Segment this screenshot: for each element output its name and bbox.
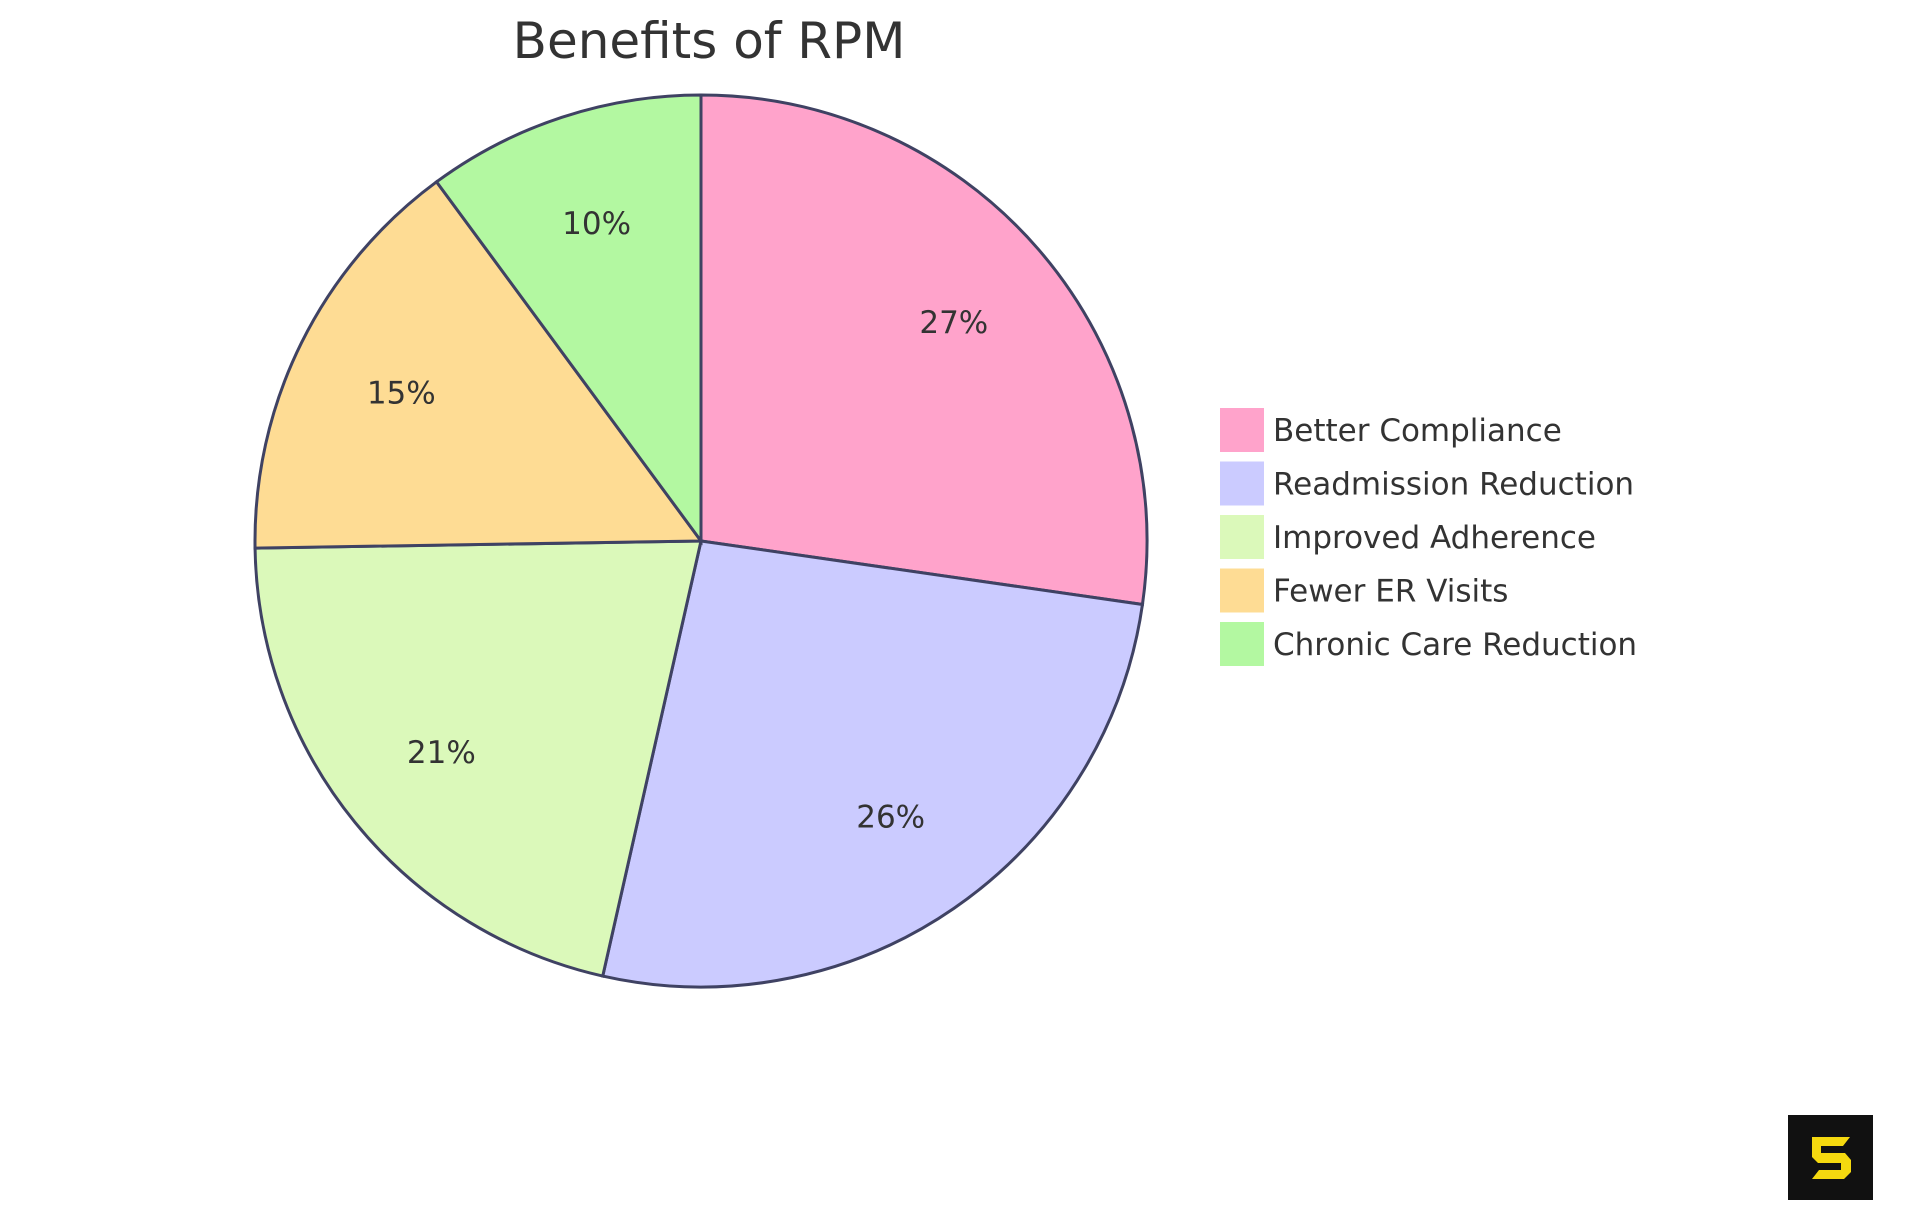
- slice-percent-label: 15%: [367, 375, 436, 411]
- legend: Better Compliance Readmission Reduction Im…: [1218, 406, 1637, 668]
- legend-label: Readmission Reduction: [1273, 467, 1634, 503]
- legend-swatch: [1218, 620, 1266, 668]
- pie-slice-better-compliance: [699, 93, 1149, 607]
- slice-percent-label: 27%: [919, 305, 988, 341]
- pie-slice-fewer-er-visits: [253, 179, 704, 550]
- pie-slices: [253, 93, 1149, 989]
- s-logo-icon: [1812, 1137, 1851, 1179]
- chart-title: Benefits of RPM: [513, 12, 906, 70]
- legend-label: Chronic Care Reduction: [1273, 627, 1637, 663]
- legend-label: Better Compliance: [1273, 413, 1562, 449]
- slice-percent-label: 21%: [407, 735, 476, 771]
- pie-slice-improved-adherence: [253, 539, 703, 978]
- legend-label: Improved Adherence: [1273, 520, 1596, 556]
- legend-swatch: [1218, 513, 1266, 561]
- legend-label: Fewer ER Visits: [1273, 574, 1508, 610]
- slice-percent-label: 10%: [562, 206, 631, 242]
- legend-swatch: [1218, 566, 1266, 615]
- brand-logo: [1788, 1115, 1873, 1200]
- legend-swatch: [1218, 406, 1266, 454]
- pie-slice-chronic-care-reduction: [434, 93, 703, 546]
- slice-percent-label: 26%: [856, 800, 925, 836]
- pie-slice-readmission-reduction: [600, 539, 1145, 989]
- legend-swatch: [1218, 459, 1266, 508]
- pie-slice-labels: 27% 26% 21% 15% 10%: [367, 206, 988, 835]
